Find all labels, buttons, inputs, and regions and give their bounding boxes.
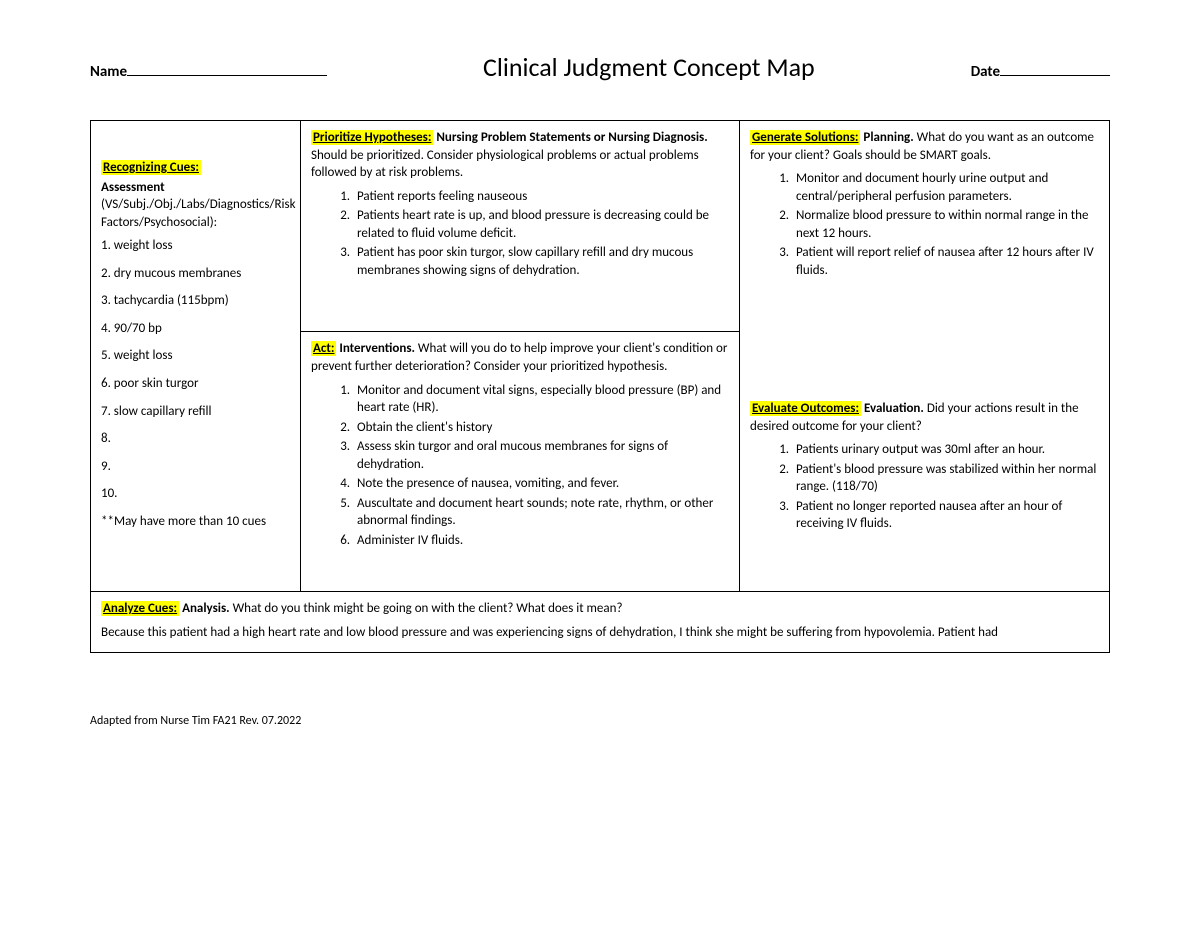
recognizing-heading: Recognizing Cues:	[101, 160, 201, 175]
cue-item: 7. slow capillary refill	[101, 403, 290, 421]
cues-note: **May have more than 10 cues	[101, 513, 290, 531]
cue-item: 8.	[101, 430, 290, 448]
evaluate-item: Patients urinary output was 30ml after a…	[792, 441, 1099, 459]
cue-item: 4. 90/70 bp	[101, 320, 290, 338]
cue-item: 5. weight loss	[101, 347, 290, 365]
name-label: Name	[90, 62, 127, 82]
footer-text: Adapted from Nurse Tim FA21 Rev. 07.2022	[90, 713, 1110, 729]
act-item: Obtain the client's history	[353, 419, 729, 437]
analyze-heading: Analyze Cues:	[101, 601, 179, 616]
act-item: Auscultate and document heart sounds; no…	[353, 495, 729, 530]
prioritize-cell: Prioritize Hypotheses: Nursing Problem S…	[301, 121, 740, 332]
analyze-intro: What do you think might be going on with…	[230, 601, 623, 616]
prioritize-heading: Prioritize Hypotheses:	[311, 130, 433, 145]
analyze-cell: Analyze Cues: Analysis. What do you thin…	[91, 592, 1110, 652]
act-item: Administer IV fluids.	[353, 532, 729, 550]
generate-cell: Generate Solutions: Planning. What do yo…	[740, 121, 1110, 332]
name-blank[interactable]	[127, 75, 327, 76]
act-item: Monitor and document vital signs, especi…	[353, 382, 729, 417]
page-title: Clinical Judgment Concept Map	[337, 50, 961, 85]
evaluate-intro-bold: Evaluation.	[861, 401, 924, 416]
prioritize-intro: Should be prioritized. Consider physiolo…	[311, 148, 699, 181]
act-heading: Act:	[311, 341, 336, 356]
evaluate-item: Patient's blood pressure was stabilized …	[792, 461, 1099, 496]
evaluate-item: Patient no longer reported nausea after …	[792, 498, 1099, 533]
evaluate-cell: Evaluate Outcomes: Evaluation. Did your …	[740, 332, 1110, 592]
analyze-intro-bold: Analysis.	[179, 601, 230, 616]
act-intro-bold: Interventions.	[336, 341, 415, 356]
act-item: Note the presence of nausea, vomiting, a…	[353, 475, 729, 493]
date-label: Date	[971, 62, 1000, 82]
recognizing-cues-cell: Recognizing Cues: Assessment (VS/Subj./O…	[91, 121, 301, 592]
act-list: Monitor and document vital signs, especi…	[311, 382, 729, 550]
generate-item: Normalize blood pressure to within norma…	[792, 207, 1099, 242]
evaluate-list: Patients urinary output was 30ml after a…	[750, 441, 1099, 533]
generate-list: Monitor and document hourly urine output…	[750, 170, 1099, 279]
cue-item: 2. dry mucous membranes	[101, 265, 290, 283]
prioritize-item: Patient reports feeling nauseous	[353, 188, 729, 206]
prioritize-list: Patient reports feeling nauseous Patient…	[311, 188, 729, 280]
cues-list: 1. weight loss 2. dry mucous membranes 3…	[101, 237, 290, 530]
prioritize-item: Patient has poor skin turgor, slow capil…	[353, 244, 729, 279]
generate-intro-bold: Planning.	[860, 130, 913, 145]
cue-item: 10.	[101, 485, 290, 503]
page-header: Name Clinical Judgment Concept Map Date	[90, 50, 1110, 85]
prioritize-intro-bold: Nursing Problem Statements or Nursing Di…	[433, 130, 707, 145]
generate-heading: Generate Solutions:	[750, 130, 860, 145]
act-cell: Act: Interventions. What will you do to …	[301, 332, 740, 592]
cue-item: 6. poor skin turgor	[101, 375, 290, 393]
recognizing-sub1: Assessment	[101, 179, 290, 197]
cue-item: 3. tachycardia (115bpm)	[101, 292, 290, 310]
act-item: Assess skin turgor and oral mucous membr…	[353, 438, 729, 473]
recognizing-sub2: (VS/Subj./Obj./Labs/Diagnostics/Risk Fac…	[101, 196, 290, 231]
generate-item: Monitor and document hourly urine output…	[792, 170, 1099, 205]
cue-item: 1. weight loss	[101, 237, 290, 255]
cue-item: 9.	[101, 458, 290, 476]
generate-item: Patient will report relief of nausea aft…	[792, 244, 1099, 279]
concept-map-table: Recognizing Cues: Assessment (VS/Subj./O…	[90, 120, 1110, 652]
analyze-body: Because this patient had a high heart ra…	[101, 624, 1099, 642]
evaluate-heading: Evaluate Outcomes:	[750, 401, 861, 416]
prioritize-item: Patients heart rate is up, and blood pre…	[353, 207, 729, 242]
date-blank[interactable]	[1000, 75, 1110, 76]
